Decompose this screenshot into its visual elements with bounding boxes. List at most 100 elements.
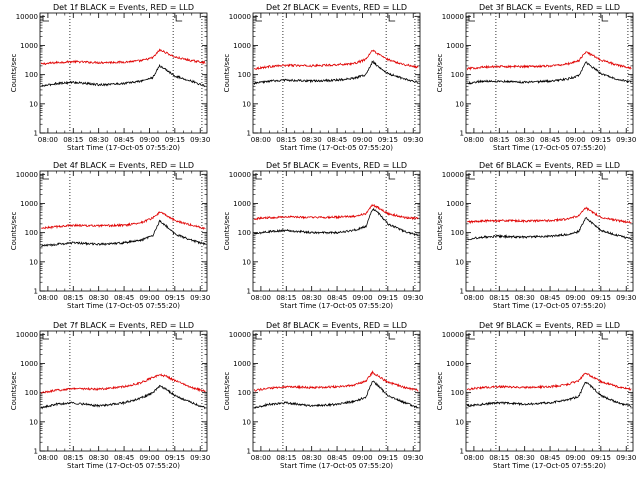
x-tick-label: 08:30 bbox=[515, 136, 535, 144]
x-tick-label: 09:30 bbox=[616, 454, 636, 462]
chart-title: Det 3f BLACK = Events, RED = LLD bbox=[479, 3, 620, 12]
x-tick-label: 08:30 bbox=[302, 294, 322, 302]
y-tick-label: 1000 bbox=[233, 200, 251, 208]
y-tick-label: 100 bbox=[238, 71, 251, 79]
x-tick-label: 09:00 bbox=[352, 454, 372, 462]
lld-series-line bbox=[253, 49, 419, 70]
x-axis-label: Start Time (17-Oct-05 07:55:20) bbox=[493, 302, 606, 310]
interval-bracket bbox=[42, 333, 49, 340]
x-tick-label: 09:15 bbox=[165, 454, 185, 462]
y-tick-label: 10 bbox=[242, 100, 251, 108]
lld-series-line bbox=[253, 203, 419, 221]
interval-bracket bbox=[42, 15, 49, 22]
chart-panel: Det 5f BLACK = Events, RED = LLD 1 10 100 10… bbox=[223, 161, 423, 310]
x-tick-label: 08:45 bbox=[540, 454, 560, 462]
interval-bracket bbox=[175, 173, 183, 180]
interval-bracket bbox=[601, 15, 609, 22]
chart-title: Det 2f BLACK = Events, RED = LLD bbox=[266, 3, 407, 12]
y-axis-label: Counts/sec bbox=[223, 54, 231, 93]
x-tick-label: 08:30 bbox=[515, 454, 535, 462]
x-tick-label: 08:00 bbox=[38, 294, 58, 302]
lld-series-line bbox=[466, 51, 632, 71]
interval-bracket bbox=[388, 173, 396, 180]
x-tick-label: 08:15 bbox=[63, 136, 83, 144]
x-tick-label: 09:00 bbox=[565, 136, 585, 144]
x-tick-label: 09:15 bbox=[378, 454, 398, 462]
y-tick-label: 1 bbox=[247, 130, 251, 138]
x-tick-label: 08:15 bbox=[276, 136, 296, 144]
chart-title: Det 8f BLACK = Events, RED = LLD bbox=[266, 321, 407, 330]
y-axis-label: Counts/sec bbox=[10, 212, 18, 251]
chart-title: Det 1f BLACK = Events, RED = LLD bbox=[53, 3, 194, 12]
interval-bracket bbox=[388, 15, 396, 22]
interval-bracket bbox=[388, 333, 396, 340]
y-axis-label: Counts/sec bbox=[10, 372, 18, 411]
x-tick-label: 09:15 bbox=[591, 454, 611, 462]
y-tick-label: 10 bbox=[242, 258, 251, 266]
events-series-line bbox=[40, 384, 206, 410]
x-tick-label: 08:15 bbox=[276, 294, 296, 302]
events-series-line bbox=[466, 381, 632, 408]
y-tick-label: 100 bbox=[25, 71, 38, 79]
y-tick-label: 1000 bbox=[446, 200, 464, 208]
x-tick-label: 08:30 bbox=[89, 454, 109, 462]
x-tick-label: 09:30 bbox=[616, 136, 636, 144]
interval-bracket bbox=[468, 173, 475, 180]
x-tick-label: 08:00 bbox=[251, 454, 271, 462]
y-axis-label: Counts/sec bbox=[223, 212, 231, 251]
y-tick-label: 1 bbox=[460, 130, 464, 138]
y-tick-label: 10000 bbox=[16, 13, 38, 21]
x-tick-label: 08:30 bbox=[302, 136, 322, 144]
y-tick-label: 1 bbox=[247, 288, 251, 296]
chart-panel: Det 1f BLACK = Events, RED = LLD 1 10 100 10… bbox=[10, 3, 210, 152]
plot-frame bbox=[252, 170, 421, 292]
lld-series-line bbox=[466, 372, 632, 391]
x-tick-label: 08:45 bbox=[114, 294, 134, 302]
y-tick-label: 1 bbox=[460, 448, 464, 456]
y-tick-label: 100 bbox=[451, 229, 464, 237]
x-tick-label: 09:00 bbox=[565, 454, 585, 462]
y-tick-label: 100 bbox=[451, 389, 464, 397]
x-tick-label: 08:15 bbox=[276, 454, 296, 462]
chart-panel: Det 2f BLACK = Events, RED = LLD 1 10 100 10… bbox=[223, 3, 423, 152]
y-tick-label: 10000 bbox=[16, 171, 38, 179]
x-tick-label: 08:00 bbox=[38, 136, 58, 144]
x-tick-label: 09:00 bbox=[139, 136, 159, 144]
lld-series-line bbox=[40, 48, 206, 66]
events-series-line bbox=[253, 207, 419, 237]
x-axis-label: Start Time (17-Oct-05 07:55:20) bbox=[280, 302, 393, 310]
y-axis-label: Counts/sec bbox=[436, 212, 444, 251]
x-tick-label: 08:30 bbox=[515, 294, 535, 302]
events-series-line bbox=[40, 219, 206, 247]
events-series-line bbox=[466, 61, 632, 85]
x-tick-label: 08:00 bbox=[464, 294, 484, 302]
interval-bracket bbox=[601, 333, 609, 340]
lld-series-line bbox=[41, 211, 206, 230]
x-tick-label: 08:30 bbox=[89, 136, 109, 144]
y-tick-label: 100 bbox=[238, 389, 251, 397]
plot-frame bbox=[39, 12, 208, 134]
x-axis-label: Start Time (17-Oct-05 07:55:20) bbox=[67, 302, 180, 310]
chart-title: Det 9f BLACK = Events, RED = LLD bbox=[479, 321, 620, 330]
x-tick-label: 08:30 bbox=[302, 454, 322, 462]
x-tick-label: 08:45 bbox=[327, 136, 347, 144]
plot-frame bbox=[465, 330, 634, 452]
x-tick-label: 09:00 bbox=[139, 294, 159, 302]
y-tick-label: 1 bbox=[460, 288, 464, 296]
y-tick-label: 1000 bbox=[446, 42, 464, 50]
y-tick-label: 10 bbox=[455, 100, 464, 108]
x-axis-label: Start Time (17-Oct-05 07:55:20) bbox=[67, 462, 180, 470]
x-tick-label: 08:00 bbox=[251, 294, 271, 302]
x-tick-label: 09:30 bbox=[190, 454, 210, 462]
lld-series-line bbox=[253, 370, 419, 392]
chart-title: Det 6f BLACK = Events, RED = LLD bbox=[479, 161, 620, 170]
x-tick-label: 09:30 bbox=[403, 136, 423, 144]
x-tick-label: 09:30 bbox=[190, 136, 210, 144]
x-tick-label: 08:45 bbox=[540, 294, 560, 302]
x-tick-label: 09:15 bbox=[378, 136, 398, 144]
y-tick-label: 10000 bbox=[442, 331, 464, 339]
x-tick-label: 08:45 bbox=[114, 454, 134, 462]
plot-frame bbox=[465, 170, 634, 292]
y-tick-label: 1000 bbox=[233, 42, 251, 50]
x-tick-label: 09:30 bbox=[403, 454, 423, 462]
